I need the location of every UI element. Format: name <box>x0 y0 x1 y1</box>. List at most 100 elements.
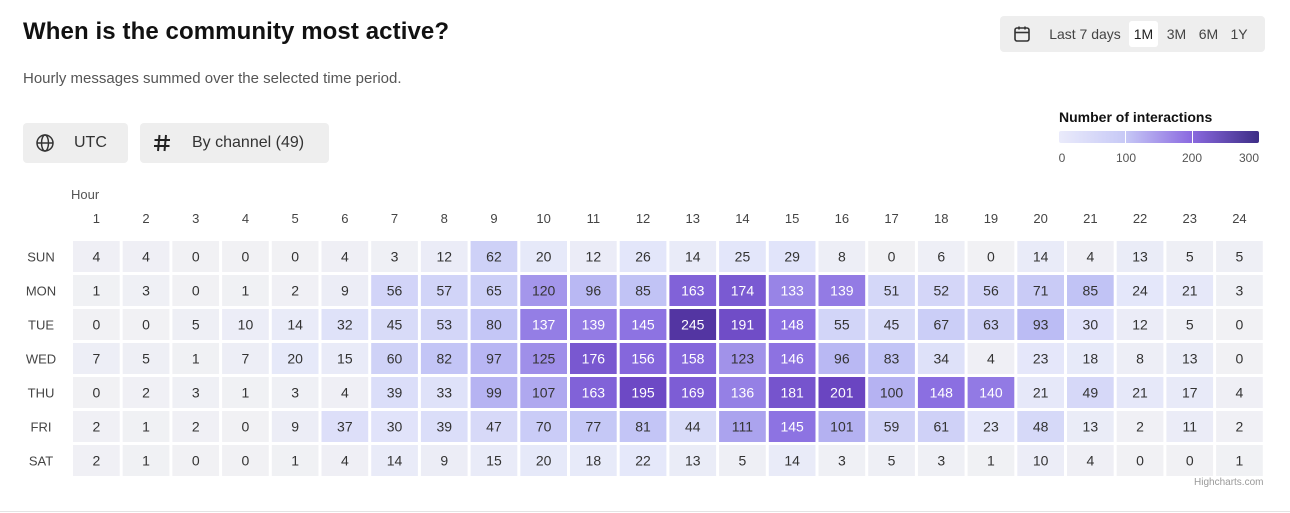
heatmap-cell[interactable] <box>321 445 369 476</box>
heatmap-cell[interactable] <box>271 445 319 476</box>
heatmap-cell[interactable] <box>1216 275 1263 306</box>
heatmap-cell[interactable] <box>917 241 965 272</box>
heatmap-cell[interactable] <box>669 309 717 340</box>
heatmap-cell[interactable] <box>321 275 369 306</box>
heatmap-cell[interactable] <box>1067 241 1114 272</box>
heatmap-cell[interactable] <box>619 343 667 374</box>
heatmap-cell[interactable] <box>1017 309 1064 340</box>
heatmap-cell[interactable] <box>73 275 120 306</box>
heatmap-cell[interactable] <box>570 275 617 306</box>
range-1m-button[interactable]: 1M <box>1129 21 1158 47</box>
heatmap-cell[interactable] <box>619 309 667 340</box>
heatmap-cell[interactable] <box>1216 445 1263 476</box>
chart-credit[interactable]: Highcharts.com <box>1194 477 1264 488</box>
heatmap-cell[interactable] <box>967 445 1015 476</box>
heatmap-cell[interactable] <box>719 343 766 374</box>
heatmap-cell[interactable] <box>172 411 220 442</box>
heatmap-cell[interactable] <box>172 309 220 340</box>
heatmap-cell[interactable] <box>1166 411 1214 442</box>
heatmap-cell[interactable] <box>122 411 170 442</box>
heatmap-cell[interactable] <box>917 343 965 374</box>
heatmap-cell[interactable] <box>967 241 1015 272</box>
heatmap-cell[interactable] <box>172 445 220 476</box>
heatmap-cell[interactable] <box>271 343 319 374</box>
heatmap-cell[interactable] <box>669 445 717 476</box>
heatmap-cell[interactable] <box>1216 241 1263 272</box>
heatmap-cell[interactable] <box>222 343 269 374</box>
heatmap-cell[interactable] <box>917 275 965 306</box>
heatmap-cell[interactable] <box>570 445 617 476</box>
heatmap-cell[interactable] <box>917 377 965 408</box>
heatmap-cell[interactable] <box>1017 445 1064 476</box>
range-last-7-days-button[interactable]: Last 7 days <box>1049 26 1121 42</box>
heatmap-cell[interactable] <box>321 377 369 408</box>
heatmap-cell[interactable] <box>371 309 418 340</box>
heatmap-cell[interactable] <box>669 411 717 442</box>
heatmap-cell[interactable] <box>1017 377 1064 408</box>
heatmap-cell[interactable] <box>619 445 667 476</box>
heatmap-cell[interactable] <box>768 411 816 442</box>
heatmap-cell[interactable] <box>520 275 567 306</box>
heatmap-cell[interactable] <box>1216 377 1263 408</box>
heatmap-cell[interactable] <box>768 343 816 374</box>
heatmap-cell[interactable] <box>122 275 170 306</box>
heatmap-cell[interactable] <box>768 309 816 340</box>
heatmap-cell[interactable] <box>1067 411 1114 442</box>
heatmap-cell[interactable] <box>122 343 170 374</box>
heatmap-cell[interactable] <box>470 275 518 306</box>
heatmap-cell[interactable] <box>818 241 866 272</box>
heatmap-cell[interactable] <box>1166 241 1214 272</box>
heatmap-cell[interactable] <box>669 343 717 374</box>
heatmap-cell[interactable] <box>520 343 567 374</box>
heatmap-cell[interactable] <box>818 275 866 306</box>
heatmap-cell[interactable] <box>271 309 319 340</box>
heatmap-cell[interactable] <box>73 241 120 272</box>
heatmap-cell[interactable] <box>868 411 915 442</box>
heatmap-cell[interactable] <box>570 343 617 374</box>
heatmap-cell[interactable] <box>1166 275 1214 306</box>
heatmap-cell[interactable] <box>619 275 667 306</box>
heatmap-cell[interactable] <box>222 377 269 408</box>
heatmap-cell[interactable] <box>172 241 220 272</box>
heatmap-cell[interactable] <box>371 411 418 442</box>
heatmap-cell[interactable] <box>868 445 915 476</box>
heatmap-cell[interactable] <box>470 377 518 408</box>
heatmap-cell[interactable] <box>1116 309 1164 340</box>
heatmap-cell[interactable] <box>1116 377 1164 408</box>
heatmap-cell[interactable] <box>818 411 866 442</box>
heatmap-cell[interactable] <box>420 275 468 306</box>
heatmap-cell[interactable] <box>967 411 1015 442</box>
heatmap-cell[interactable] <box>1116 343 1164 374</box>
heatmap-cell[interactable] <box>371 343 418 374</box>
heatmap-cell[interactable] <box>222 275 269 306</box>
heatmap-cell[interactable] <box>1017 411 1064 442</box>
heatmap-cell[interactable] <box>868 309 915 340</box>
heatmap-cell[interactable] <box>73 377 120 408</box>
heatmap-cell[interactable] <box>768 241 816 272</box>
heatmap-cell[interactable] <box>719 445 766 476</box>
heatmap-cell[interactable] <box>619 411 667 442</box>
heatmap-cell[interactable] <box>470 309 518 340</box>
heatmap-cell[interactable] <box>967 275 1015 306</box>
heatmap-cell[interactable] <box>1067 343 1114 374</box>
heatmap-cell[interactable] <box>868 377 915 408</box>
heatmap-cell[interactable] <box>1216 309 1263 340</box>
heatmap-cell[interactable] <box>1216 343 1263 374</box>
heatmap-cell[interactable] <box>1116 445 1164 476</box>
heatmap-cell[interactable] <box>719 241 766 272</box>
heatmap-cell[interactable] <box>520 411 567 442</box>
heatmap-cell[interactable] <box>122 241 170 272</box>
heatmap-cell[interactable] <box>222 445 269 476</box>
heatmap-cell[interactable] <box>868 241 915 272</box>
heatmap-cell[interactable] <box>271 411 319 442</box>
heatmap-cell[interactable] <box>420 241 468 272</box>
heatmap-cell[interactable] <box>172 377 220 408</box>
heatmap-cell[interactable] <box>768 445 816 476</box>
heatmap-cell[interactable] <box>470 241 518 272</box>
heatmap-cell[interactable] <box>868 275 915 306</box>
heatmap-cell[interactable] <box>570 241 617 272</box>
heatmap-cell[interactable] <box>669 377 717 408</box>
heatmap-cell[interactable] <box>420 343 468 374</box>
range-1y-button[interactable]: 1Y <box>1230 26 1248 42</box>
heatmap-cell[interactable] <box>420 445 468 476</box>
